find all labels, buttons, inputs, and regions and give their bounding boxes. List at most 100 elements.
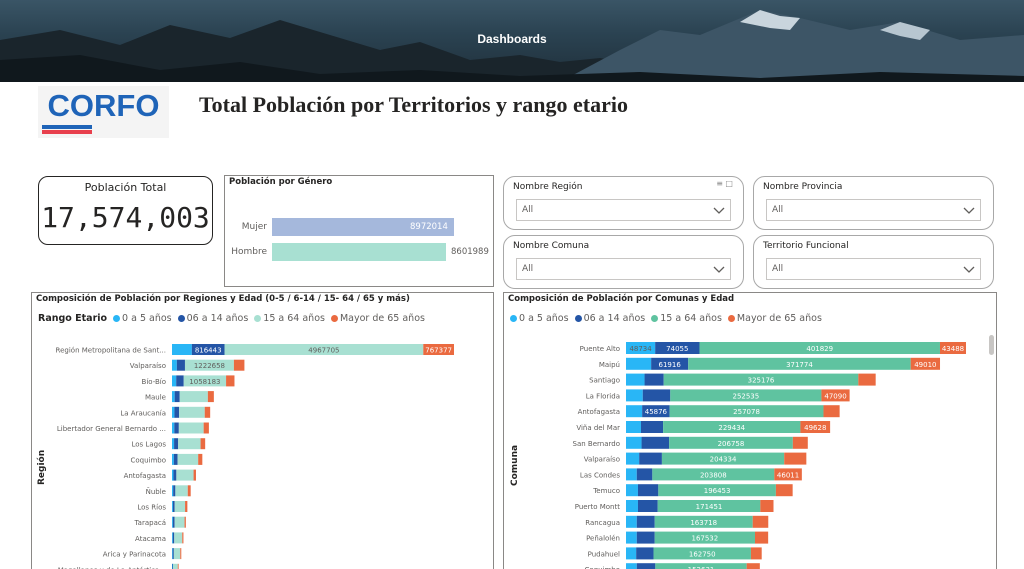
bar-segment[interactable] [172, 469, 174, 481]
bar-segment[interactable] [172, 501, 173, 512]
bar-segment[interactable] [626, 421, 641, 433]
bar-segment[interactable] [663, 373, 859, 386]
bar-segment[interactable] [174, 422, 179, 434]
bar-segment[interactable] [172, 516, 175, 528]
bar-segment[interactable] [178, 438, 201, 450]
slicer-region-dropdown[interactable]: All [516, 199, 731, 221]
bar-segment[interactable] [626, 452, 640, 465]
legend-item-0-5[interactable]: 0 a 5 años [510, 313, 569, 324]
bar-segment[interactable] [179, 406, 205, 418]
bar-segment[interactable] [626, 547, 637, 560]
bar-segment[interactable] [174, 406, 180, 418]
bar-segment[interactable] [636, 515, 655, 528]
gender-bar-hombre[interactable] [272, 243, 446, 261]
bar-segment[interactable] [658, 484, 776, 497]
legend-item-65[interactable]: Mayor de 65 años [330, 313, 425, 324]
bar-segment[interactable] [858, 373, 876, 386]
bar-segment[interactable] [200, 438, 206, 450]
bar-segment[interactable] [792, 436, 808, 449]
bar-segment[interactable] [198, 453, 203, 465]
bar-segment[interactable] [226, 375, 235, 387]
bar-segment[interactable] [174, 438, 179, 450]
bar-segment[interactable] [651, 357, 689, 370]
bar-segment[interactable] [423, 344, 454, 355]
bar-segment[interactable] [172, 422, 175, 434]
bar-segment[interactable] [204, 406, 211, 418]
bar-segment[interactable] [172, 532, 173, 544]
bar-segment[interactable] [655, 342, 700, 354]
bar-segment[interactable] [172, 359, 177, 371]
bar-segment[interactable] [173, 548, 181, 560]
bar-segment[interactable] [172, 548, 174, 560]
bar-segment[interactable] [821, 389, 850, 402]
bar-segment[interactable] [655, 563, 747, 569]
bar-segment[interactable] [172, 453, 174, 465]
bar-segment[interactable] [172, 485, 174, 497]
slicer-region[interactable]: Nombre Región ≡ □ All [503, 176, 744, 230]
bar-segment[interactable] [626, 436, 642, 449]
comuna-chart-panel[interactable]: Composición de Población por Comunas y E… [503, 292, 997, 569]
legend-item-6-14[interactable]: 06 a 14 años [177, 313, 248, 324]
bar-segment[interactable] [653, 547, 751, 560]
bar-segment[interactable] [172, 563, 173, 569]
bar-segment[interactable] [203, 422, 209, 434]
bar-segment[interactable] [750, 547, 762, 560]
slicer-territorio-dropdown[interactable]: All [766, 258, 981, 280]
bar-segment[interactable] [172, 391, 175, 403]
slicer-provincia[interactable]: Nombre Provincia All [753, 176, 994, 230]
slicer-provincia-dropdown[interactable]: All [766, 199, 981, 221]
bar-segment[interactable] [626, 515, 637, 528]
bar-segment[interactable] [663, 421, 801, 433]
legend-item-15-64[interactable]: 15 a 64 años [254, 313, 325, 324]
comuna-chart-scrollbar[interactable] [989, 335, 994, 355]
bar-segment[interactable] [800, 421, 831, 433]
bar-segment[interactable] [754, 531, 769, 544]
bar-segment[interactable] [182, 532, 184, 544]
bar-segment[interactable] [173, 485, 176, 497]
bar-segment[interactable] [636, 547, 654, 560]
bar-segment[interactable] [626, 357, 652, 370]
bar-segment[interactable] [178, 422, 204, 434]
bar-segment[interactable] [939, 342, 966, 354]
bar-segment[interactable] [173, 563, 178, 569]
bar-segment[interactable] [670, 389, 822, 402]
bar-segment[interactable] [823, 405, 840, 418]
bar-segment[interactable] [637, 500, 658, 512]
bar-segment[interactable] [644, 373, 664, 386]
gender-chart[interactable]: Población por Género Mujer 8972014 Hombr… [224, 175, 494, 287]
bar-segment[interactable] [172, 548, 173, 560]
bar-segment[interactable] [636, 531, 655, 544]
bar-segment[interactable] [669, 405, 824, 418]
bar-segment[interactable] [642, 389, 671, 402]
bar-segment[interactable] [760, 500, 774, 512]
bar-segment[interactable] [654, 515, 753, 528]
slicer-territorio[interactable]: Territorio Funcional All [753, 235, 994, 289]
bar-segment[interactable] [626, 405, 643, 418]
bar-segment[interactable] [172, 406, 175, 418]
banner-title[interactable]: Dashboards [477, 32, 547, 46]
bar-segment[interactable] [641, 436, 670, 449]
chevron-down-icon[interactable] [962, 203, 976, 217]
bar-segment[interactable] [172, 344, 192, 355]
bar-segment[interactable] [224, 344, 424, 355]
bar-segment[interactable] [642, 405, 670, 418]
bar-segment[interactable] [752, 515, 769, 528]
bar-segment[interactable] [176, 469, 194, 481]
bar-segment[interactable] [172, 563, 174, 569]
chevron-down-icon[interactable] [962, 262, 976, 276]
bar-segment[interactable] [688, 357, 911, 370]
bar-segment[interactable] [177, 453, 199, 465]
bar-segment[interactable] [176, 375, 184, 387]
bar-segment[interactable] [699, 342, 940, 354]
bar-segment[interactable] [174, 391, 180, 403]
bar-segment[interactable] [626, 563, 637, 569]
bar-segment[interactable] [172, 438, 175, 450]
bar-segment[interactable] [626, 484, 638, 497]
bar-segment[interactable] [626, 468, 637, 481]
chevron-down-icon[interactable] [712, 203, 726, 217]
bar-segment[interactable] [654, 531, 755, 544]
bar-segment[interactable] [652, 468, 775, 481]
bar-segment[interactable] [187, 485, 191, 497]
bar-segment[interactable] [626, 373, 645, 386]
bar-segment[interactable] [174, 532, 183, 544]
